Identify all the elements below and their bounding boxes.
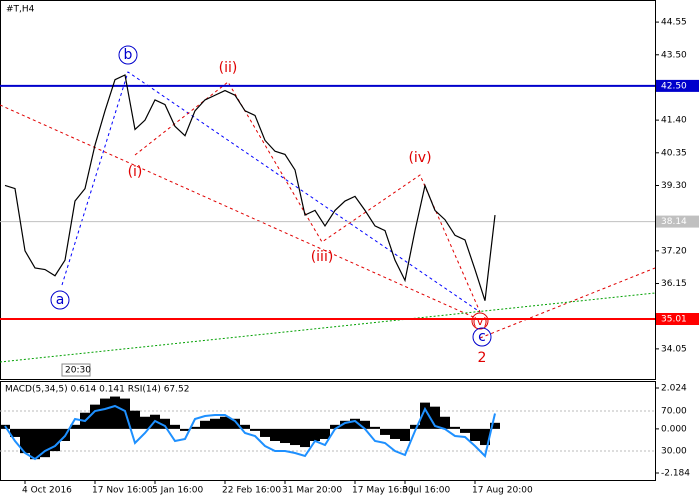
- macd-bar: [440, 416, 450, 429]
- macd-bar: [320, 428, 330, 439]
- y-tick-label: -2.184: [661, 469, 690, 479]
- price-line: [4, 74, 496, 301]
- macd-bar: [180, 428, 190, 431]
- macd-bar: [50, 428, 60, 452]
- macd-bar: [370, 426, 380, 429]
- wave-label: (iii): [311, 249, 334, 265]
- x-tick-label: 5 Jan 16:00: [152, 486, 204, 496]
- wave-label: (i): [128, 164, 143, 180]
- macd-bar: [300, 428, 310, 448]
- macd-bar: [490, 422, 500, 429]
- trend-line: [0, 104, 481, 321]
- macd-bar: [400, 428, 410, 441]
- x-tick-label: 17 Aug 20:00: [472, 486, 533, 496]
- x-tick-label: 4 Oct 2016: [22, 486, 72, 496]
- macd-bar: [380, 428, 390, 435]
- macd-bar: [210, 418, 220, 429]
- macd-bar: [230, 418, 240, 429]
- y-tick-label: 0.000: [661, 424, 687, 434]
- macd-bar: [410, 424, 420, 429]
- macd-bar: [130, 410, 140, 429]
- macd-bar: [330, 424, 340, 429]
- wave-label: (ii): [219, 60, 238, 76]
- macd-bar: [260, 428, 270, 437]
- macd-bar: [480, 428, 490, 446]
- time-box-label: 20:30: [65, 366, 91, 376]
- y-tick-label: 30.00: [661, 447, 687, 457]
- macd-bar: [450, 426, 460, 429]
- y-tick-label: 43.50: [661, 50, 687, 60]
- indicator-label: MACD(5,34,5) 0.614 0.141 RSI(14) 67.52: [5, 385, 189, 395]
- macd-bar: [20, 428, 30, 454]
- x-tick-label: 22 Feb 16:00: [222, 486, 281, 496]
- y-tick-label: 34.05: [661, 344, 687, 354]
- time-box: [61, 363, 91, 377]
- level-tag: [656, 313, 699, 326]
- trend-lines: [0, 71, 656, 363]
- macd-bar: [160, 418, 170, 429]
- level-label: 38.14: [661, 217, 687, 227]
- macd-bar: [200, 420, 210, 429]
- y-tick-label: 40.35: [661, 148, 687, 158]
- wave-label: c: [478, 329, 486, 345]
- macd-bar: [170, 424, 180, 429]
- macd-bar: [90, 404, 100, 429]
- level-tag: [656, 215, 699, 228]
- y-tick-label: 44.55: [661, 18, 687, 28]
- macd-bar: [290, 428, 300, 446]
- wave-circle: [118, 45, 138, 65]
- trend-line: [479, 267, 656, 339]
- macd-bar: [390, 428, 400, 439]
- y-tick-label: 41.40: [661, 116, 687, 126]
- y-tick-label: 39.30: [661, 181, 687, 191]
- macd-bar: [270, 428, 280, 441]
- macd-bar: [470, 428, 480, 441]
- macd-bar: [190, 426, 200, 429]
- wave-label: b: [124, 47, 133, 63]
- wave-circle: [50, 290, 70, 310]
- x-tick-label: 31 Mar 20:00: [282, 486, 342, 496]
- macd-bar: [220, 416, 230, 429]
- macd-bar: [250, 428, 260, 431]
- wave-circle: [471, 312, 489, 330]
- wave-line: [134, 81, 481, 313]
- x-tick-label: 17 Nov 16:00: [92, 486, 153, 496]
- macd-bar: [10, 428, 20, 437]
- wave-label: 2: [478, 350, 487, 366]
- y-tick-label: 36.15: [661, 279, 687, 289]
- y-tick-label: 70.00: [661, 407, 687, 417]
- rsi-line: [4, 404, 496, 461]
- macd-bar: [340, 420, 350, 429]
- macd-bar: [110, 396, 120, 429]
- x-tick-label: 17 May 16:00: [352, 486, 414, 496]
- main-panel: [0, 0, 656, 380]
- wave-label: (iv): [408, 150, 431, 166]
- macd-bar: [420, 402, 430, 429]
- level-label: 42.50: [661, 81, 687, 91]
- macd-bar: [100, 398, 110, 429]
- macd-bar: [350, 418, 360, 429]
- wave-circle: [472, 327, 492, 347]
- macd-bar: [30, 428, 40, 460]
- macd-bar: [40, 428, 50, 458]
- y-tick-label: 2.024: [661, 383, 687, 393]
- macd-bar: [280, 428, 290, 444]
- level-tag: [656, 79, 699, 92]
- macd-bar: [240, 424, 250, 429]
- macd-bar: [70, 424, 80, 429]
- macd-bar: [430, 406, 440, 429]
- wave-label: a: [56, 292, 65, 308]
- macd-bar: [140, 416, 150, 429]
- x-tick-label: 3 Jul 16:00: [402, 486, 451, 496]
- macd-bar: [460, 428, 470, 433]
- chart-title: #T,H4: [6, 5, 35, 15]
- macd-bar: [360, 420, 370, 429]
- wave-label: (v): [472, 315, 487, 328]
- trend-line: [0, 292, 656, 363]
- wave-line: [61, 71, 481, 313]
- y-tick-label: 37.20: [661, 246, 687, 256]
- macd-bar: [310, 428, 320, 441]
- level-label: 35.01: [661, 315, 687, 325]
